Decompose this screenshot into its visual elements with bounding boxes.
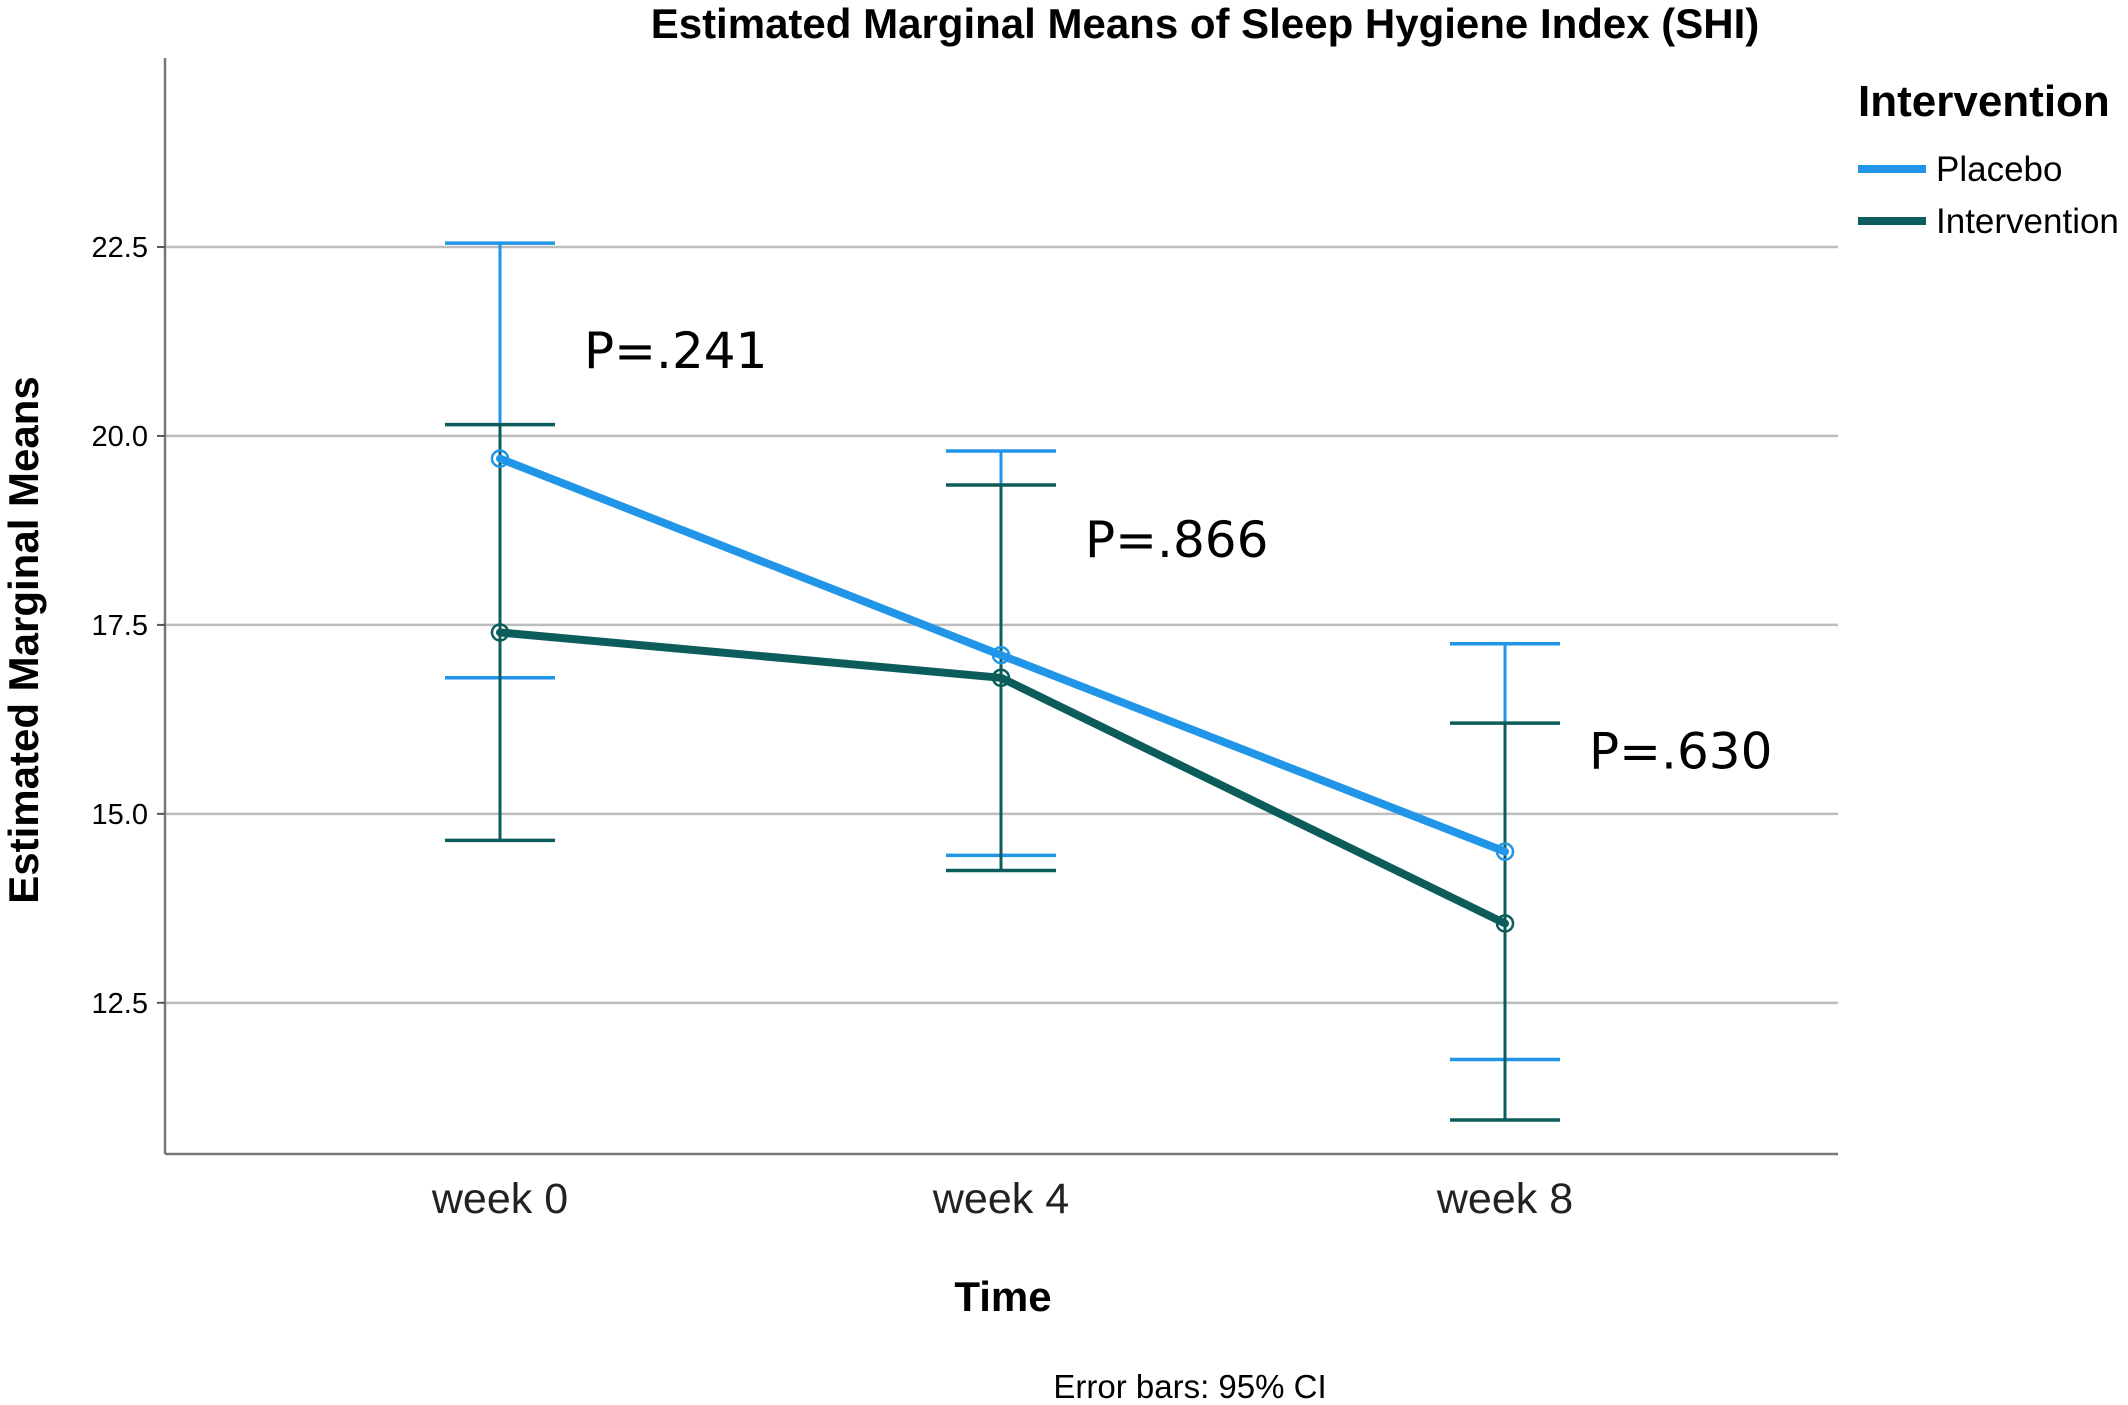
x-category-label: week 8	[1436, 1175, 1573, 1223]
data-point	[490, 623, 510, 642]
data-point	[991, 645, 1011, 665]
data-point	[1495, 842, 1515, 861]
y-tick-label: 22.5	[92, 232, 148, 264]
series-lines	[496, 454, 1509, 928]
series-line	[496, 628, 1509, 928]
y-axis-title: Estimated Marginal Means	[0, 376, 47, 903]
axes	[163, 58, 1838, 1156]
data-point	[991, 668, 1011, 688]
y-tick-label: 17.5	[92, 610, 148, 642]
y-tick-label: 12.5	[92, 988, 148, 1020]
p-value-annotation: P=.241	[584, 322, 767, 380]
p-value-annotation: P=.630	[1589, 723, 1772, 781]
y-ticks: 12.5 15.0 17.5 20.0 22.5	[92, 232, 165, 1020]
y-tick-label: 15.0	[92, 799, 148, 831]
footnote: Error bars: 95% CI	[1053, 1368, 1326, 1405]
x-category-label: week 4	[932, 1175, 1069, 1223]
data-point	[1495, 914, 1515, 933]
chart-title: Estimated Marginal Means of Sleep Hygien…	[651, 0, 1760, 47]
legend-title: Intervention	[1858, 77, 2110, 126]
data-point	[490, 449, 510, 468]
legend-label: Placebo	[1936, 150, 2062, 189]
p-value-annotation: P=.866	[1085, 511, 1268, 569]
legend: Intervention Placebo Intervention	[1858, 77, 2119, 241]
x-axis-title: Time	[954, 1273, 1051, 1320]
series-markers	[490, 449, 1515, 933]
x-categories: week 0 week 4 week 8	[431, 1175, 1573, 1223]
y-tick-label: 20.0	[92, 421, 148, 453]
x-category-label: week 0	[431, 1175, 568, 1223]
series-line	[496, 454, 1509, 856]
annotations: P=.241 P=.866 P=.630	[584, 322, 1772, 781]
legend-label: Intervention	[1936, 202, 2119, 241]
